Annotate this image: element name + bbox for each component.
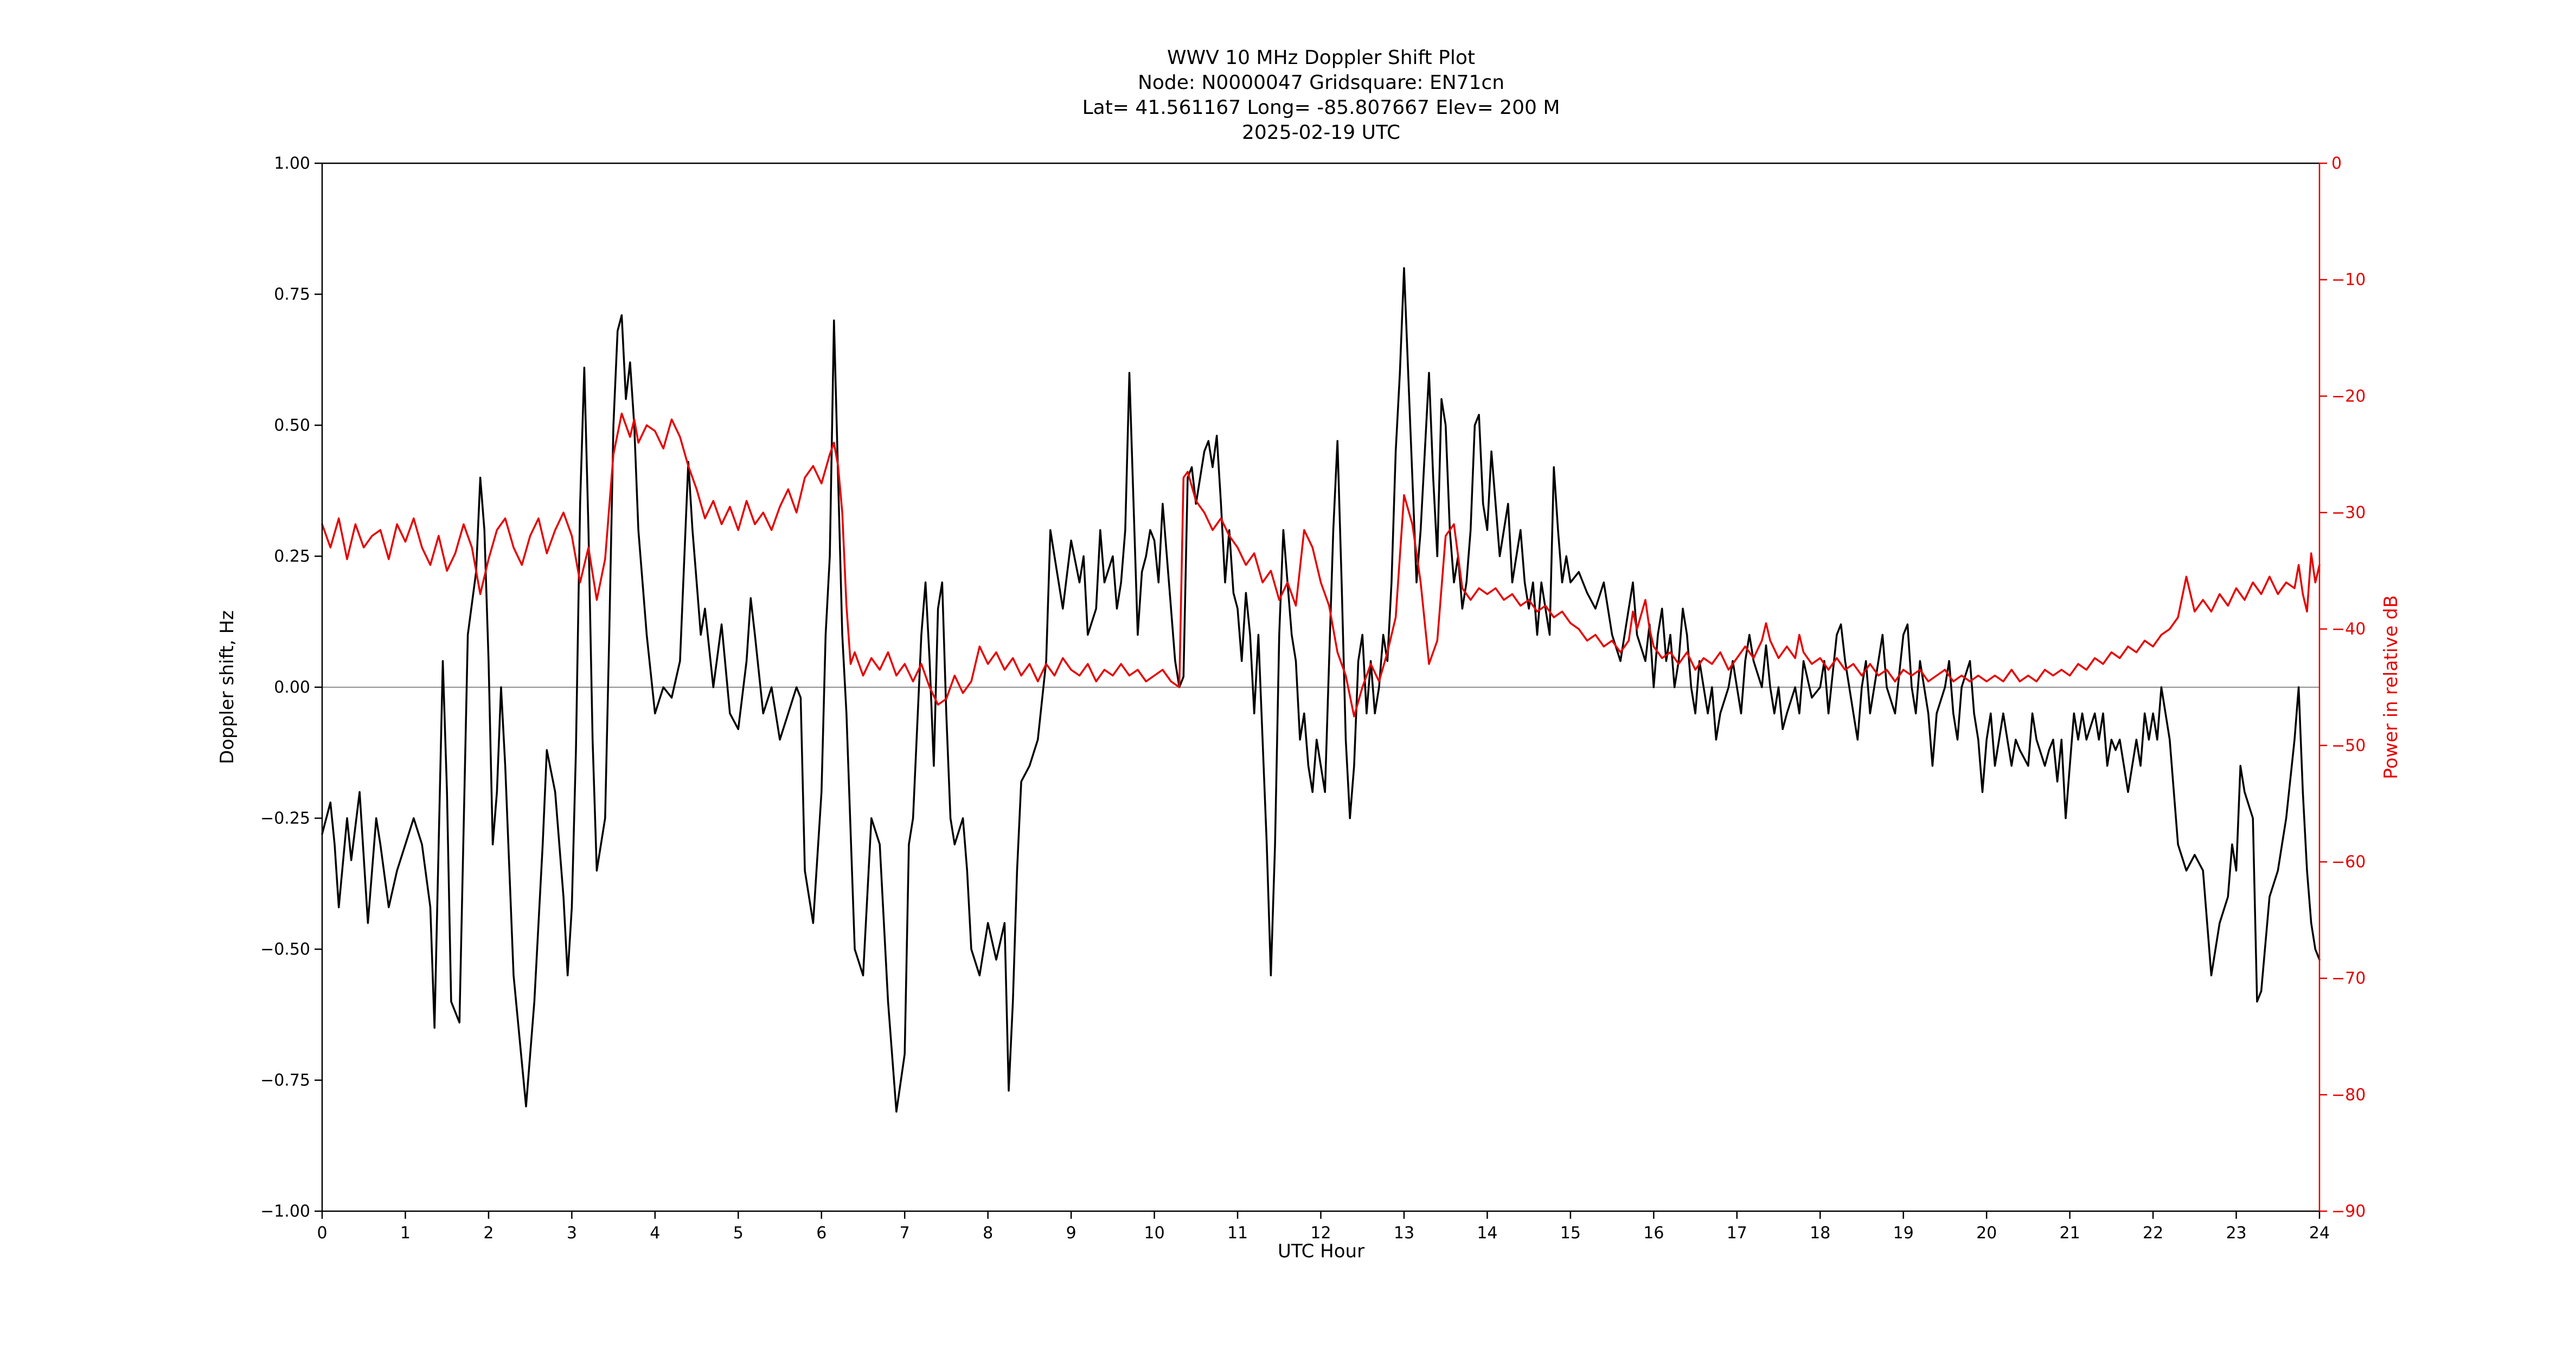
x-tick-label: 2 <box>483 1224 494 1243</box>
x-tick-label: 14 <box>1477 1224 1497 1243</box>
x-tick-label: 6 <box>816 1224 826 1243</box>
x-tick-label: 17 <box>1727 1224 1747 1243</box>
y-left-tick-label: −0.50 <box>260 940 310 959</box>
x-tick-label: 19 <box>1893 1224 1914 1243</box>
y-right-tick-label: −70 <box>2331 969 2366 988</box>
y-left-tick-label: 1.00 <box>274 154 310 173</box>
x-tick-label: 11 <box>1227 1224 1248 1243</box>
x-tick-label: 23 <box>2226 1224 2246 1243</box>
chart-title-line-4: 2025-02-19 UTC <box>1242 121 1400 144</box>
x-tick-label: 12 <box>1310 1224 1331 1243</box>
y-right-tick-label: −80 <box>2331 1085 2366 1104</box>
x-axis-label: UTC Hour <box>1278 1240 1364 1262</box>
y-axis-label-right: Power in relative dB <box>2380 595 2402 779</box>
y-right-tick-label: −40 <box>2331 620 2366 639</box>
x-tick-label: 10 <box>1144 1224 1164 1243</box>
x-tick-label: 7 <box>900 1224 910 1243</box>
x-tick-label: 22 <box>2143 1224 2163 1243</box>
x-tick-label: 8 <box>983 1224 993 1243</box>
x-tick-label: 9 <box>1066 1224 1076 1243</box>
y-left-tick-label: 0.00 <box>274 678 310 697</box>
chart-title-line-3: Lat= 41.561167 Long= -85.807667 Elev= 20… <box>1082 97 1560 119</box>
x-tick-label: 15 <box>1560 1224 1581 1243</box>
chart-title-line-1: WWV 10 MHz Doppler Shift Plot <box>1167 47 1475 69</box>
y-right-tick-label: −50 <box>2331 736 2366 755</box>
x-tick-label: 18 <box>1810 1224 1830 1243</box>
y-right-tick-label: −10 <box>2331 271 2366 290</box>
y-left-tick-label: −0.25 <box>260 809 310 828</box>
x-tick-label: 4 <box>650 1224 660 1243</box>
y-left-tick-label: −1.00 <box>260 1202 310 1221</box>
y-right-tick-label: −30 <box>2331 503 2366 522</box>
x-tick-label: 0 <box>317 1224 327 1243</box>
x-tick-label: 1 <box>400 1224 411 1243</box>
y-right-tick-label: −90 <box>2331 1202 2366 1221</box>
x-tick-label: 20 <box>1976 1224 1997 1243</box>
x-tick-label: 16 <box>1643 1224 1664 1243</box>
power-series-line <box>321 412 2321 718</box>
plot-dynamic-layer: 0 1 2 3 4 5 6 7 8 9 10 11 12 13 14 15 16 17 18 19 20 21 22 23 24… <box>260 154 2366 1243</box>
y-left-tick-label: 0.25 <box>274 547 310 566</box>
y-left-tick-label: −0.75 <box>260 1071 310 1090</box>
doppler-series-line <box>321 267 2321 1113</box>
y-axis-label-left: Doppler shift, Hz <box>216 610 238 764</box>
y-right-tick-label: 0 <box>2331 154 2342 173</box>
y-right-tick-label: −20 <box>2331 387 2366 406</box>
x-tick-label: 13 <box>1394 1224 1414 1243</box>
x-tick-label: 3 <box>567 1224 577 1243</box>
x-tick-label: 21 <box>2060 1224 2080 1243</box>
x-tick-label: 24 <box>2309 1224 2330 1243</box>
y-left-tick-label: 0.50 <box>274 416 310 435</box>
x-tick-label: 5 <box>733 1224 744 1243</box>
y-right-tick-label: −60 <box>2331 853 2366 872</box>
y-left-tick-label: 0.75 <box>274 285 310 304</box>
chart-title-line-2: Node: N0000047 Gridsquare: EN71cn <box>1138 72 1504 94</box>
